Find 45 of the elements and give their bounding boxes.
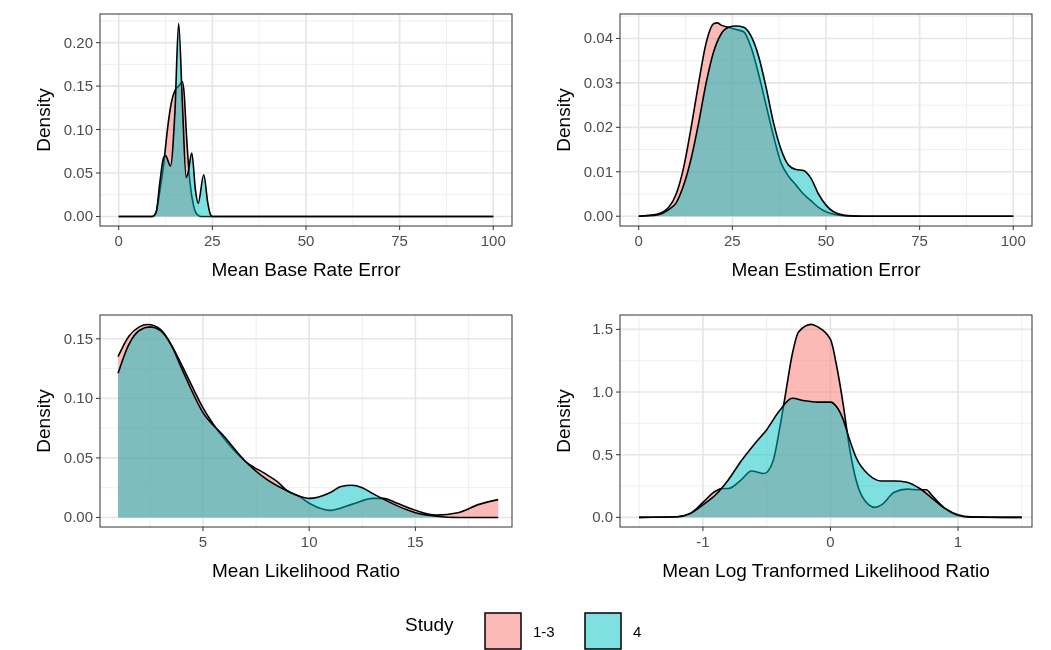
- y-axis-title: Density: [33, 388, 54, 453]
- x-tick-label: 75: [911, 232, 928, 249]
- x-tick-label: 50: [817, 232, 835, 249]
- x-tick-label: 0: [114, 232, 123, 249]
- x-axis-title: Mean Log Tranformed Likelihood Ratio: [662, 560, 990, 581]
- x-tick-label: 0: [826, 533, 835, 550]
- y-tick-label: 0.15: [63, 329, 93, 347]
- x-tick-label: 0: [634, 232, 643, 249]
- y-tick-label: 0.05: [63, 448, 93, 466]
- x-tick-label: 25: [204, 232, 221, 249]
- y-tick-label: 0.0: [592, 508, 613, 526]
- y-tick-label: 1.0: [592, 383, 613, 401]
- y-tick-label: 0.15: [63, 77, 93, 95]
- y-tick-label: 0.10: [63, 120, 93, 138]
- y-axis-title: Density: [553, 388, 574, 453]
- x-axis-title: Mean Base Rate Error: [211, 259, 402, 280]
- y-tick-label: 0.03: [583, 73, 613, 91]
- x-tick-label: 10: [300, 533, 318, 550]
- legend-label: 1-3: [533, 623, 555, 640]
- y-tick-label: 0.10: [63, 389, 93, 407]
- x-tick-label: 5: [198, 533, 208, 550]
- legend-title: Study: [405, 614, 455, 635]
- x-tick-label: 1: [953, 533, 963, 550]
- y-tick-label: 0.00: [63, 207, 93, 225]
- legend-label: 4: [633, 623, 642, 640]
- x-tick-label: 100: [480, 232, 506, 249]
- y-tick-label: 0.01: [583, 162, 613, 180]
- y-axis-title: Density: [33, 87, 54, 152]
- y-tick-label: 0.00: [63, 508, 93, 526]
- y-tick-label: 0.04: [583, 29, 613, 47]
- x-tick-label: 100: [1000, 232, 1026, 249]
- x-tick-label: 15: [407, 533, 424, 550]
- y-tick-label: 0.02: [583, 118, 613, 136]
- y-tick-label: 0.00: [583, 207, 613, 225]
- x-tick-label: -1: [696, 533, 710, 550]
- x-tick-label: 75: [391, 232, 408, 249]
- y-tick-label: 1.5: [592, 320, 613, 338]
- y-tick-label: 0.5: [592, 445, 613, 463]
- x-axis-title: Mean Likelihood Ratio: [211, 560, 401, 581]
- y-tick-label: 0.05: [63, 164, 93, 181]
- x-tick-label: 25: [724, 232, 741, 249]
- x-tick-label: 50: [297, 232, 315, 249]
- x-axis-title: Mean Estimation Error: [731, 259, 922, 280]
- y-tick-label: 0.20: [63, 33, 93, 51]
- y-axis-title: Density: [553, 87, 574, 152]
